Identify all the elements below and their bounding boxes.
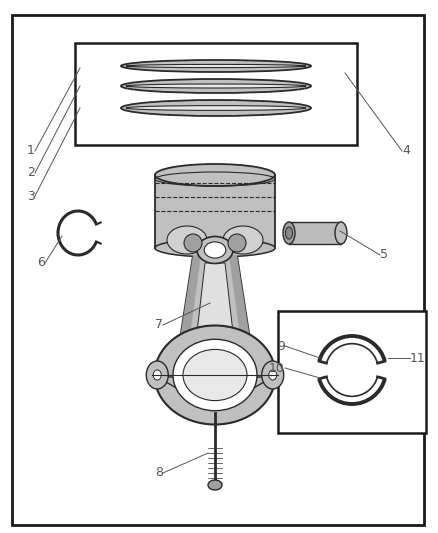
Polygon shape bbox=[229, 255, 253, 358]
Ellipse shape bbox=[155, 326, 276, 424]
Ellipse shape bbox=[197, 237, 233, 263]
Text: 2: 2 bbox=[27, 166, 35, 180]
Ellipse shape bbox=[155, 239, 275, 257]
Text: 6: 6 bbox=[37, 256, 45, 270]
Ellipse shape bbox=[223, 226, 263, 254]
Polygon shape bbox=[177, 255, 253, 358]
Text: 10: 10 bbox=[269, 361, 285, 375]
Ellipse shape bbox=[126, 84, 306, 88]
Ellipse shape bbox=[121, 100, 311, 116]
Ellipse shape bbox=[335, 222, 347, 244]
Ellipse shape bbox=[155, 164, 275, 186]
Ellipse shape bbox=[269, 370, 277, 380]
Ellipse shape bbox=[126, 64, 306, 68]
Polygon shape bbox=[195, 263, 235, 350]
Ellipse shape bbox=[204, 242, 226, 258]
Bar bbox=[278, 311, 426, 433]
Text: 7: 7 bbox=[155, 319, 163, 332]
Ellipse shape bbox=[283, 222, 295, 244]
Ellipse shape bbox=[121, 79, 311, 93]
Ellipse shape bbox=[126, 106, 306, 110]
Ellipse shape bbox=[121, 60, 311, 72]
Bar bbox=[289, 222, 341, 244]
Ellipse shape bbox=[183, 350, 247, 401]
Ellipse shape bbox=[167, 226, 207, 254]
Ellipse shape bbox=[146, 361, 168, 389]
Ellipse shape bbox=[184, 234, 202, 252]
Ellipse shape bbox=[208, 480, 222, 490]
Ellipse shape bbox=[286, 227, 293, 239]
Text: 11: 11 bbox=[410, 351, 426, 365]
Bar bbox=[155, 175, 275, 248]
Polygon shape bbox=[157, 377, 273, 410]
Text: 1: 1 bbox=[27, 144, 35, 157]
Text: 5: 5 bbox=[380, 248, 388, 262]
Ellipse shape bbox=[153, 370, 161, 380]
Text: 4: 4 bbox=[402, 144, 410, 157]
Polygon shape bbox=[177, 255, 201, 358]
Bar bbox=[75, 43, 357, 145]
Text: 3: 3 bbox=[27, 190, 35, 203]
Text: 8: 8 bbox=[155, 466, 163, 480]
Ellipse shape bbox=[228, 234, 246, 252]
Text: 9: 9 bbox=[277, 340, 285, 352]
Ellipse shape bbox=[173, 340, 257, 411]
Ellipse shape bbox=[262, 361, 284, 389]
